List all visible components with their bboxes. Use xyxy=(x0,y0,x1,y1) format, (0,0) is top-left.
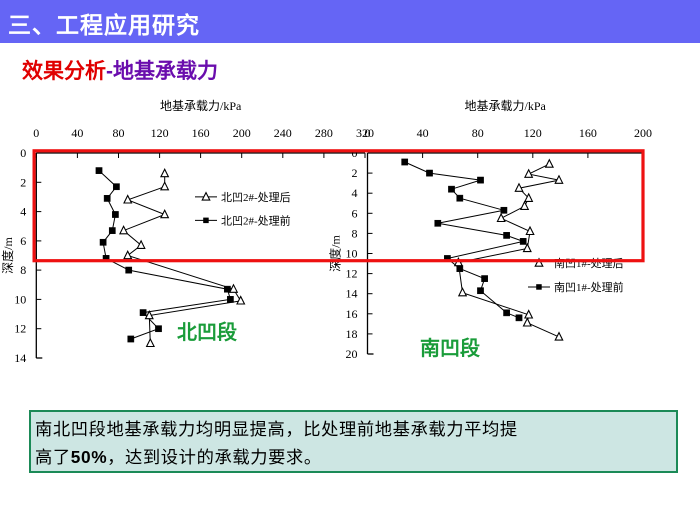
svg-text:40: 40 xyxy=(417,126,429,140)
svg-text:0: 0 xyxy=(352,146,358,160)
svg-text:0: 0 xyxy=(20,146,26,160)
svg-text:北凹段: 北凹段 xyxy=(177,320,237,344)
svg-text:0: 0 xyxy=(33,126,39,140)
svg-text:南凹1#-处理后: 南凹1#-处理后 xyxy=(554,257,624,270)
svg-text:20: 20 xyxy=(346,347,358,361)
svg-text:南凹1#-处理前: 南凹1#-处理前 xyxy=(554,280,624,294)
svg-text:10: 10 xyxy=(346,247,358,261)
svg-text:160: 160 xyxy=(579,126,597,140)
svg-text:6: 6 xyxy=(352,206,358,220)
svg-text:4: 4 xyxy=(20,205,26,219)
svg-text:地基承载力/kPa: 地基承载力/kPa xyxy=(160,99,242,113)
svg-text:12: 12 xyxy=(346,267,358,281)
svg-text:40: 40 xyxy=(71,126,83,140)
svg-text:南凹段: 南凹段 xyxy=(420,336,480,360)
svg-text:深度/m: 深度/m xyxy=(0,237,15,274)
svg-text:10: 10 xyxy=(14,292,26,306)
svg-text:120: 120 xyxy=(524,126,542,140)
svg-text:200: 200 xyxy=(634,126,652,140)
svg-text:6: 6 xyxy=(20,234,26,248)
svg-text:14: 14 xyxy=(14,351,26,365)
svg-text:深度/m: 深度/m xyxy=(328,235,343,272)
svg-text:120: 120 xyxy=(151,126,169,140)
svg-text:2: 2 xyxy=(352,166,358,180)
svg-text:0: 0 xyxy=(365,126,371,140)
svg-text:8: 8 xyxy=(352,226,358,240)
svg-text:200: 200 xyxy=(233,126,251,140)
svg-text:地基承载力/kPa: 地基承载力/kPa xyxy=(465,99,547,113)
svg-text:80: 80 xyxy=(472,126,484,140)
svg-text:18: 18 xyxy=(346,327,358,341)
svg-text:280: 280 xyxy=(315,126,333,140)
svg-text:北凹2#-处理后: 北凹2#-处理后 xyxy=(221,191,291,204)
svg-text:北凹2#-处理前: 北凹2#-处理前 xyxy=(221,213,291,227)
svg-text:80: 80 xyxy=(113,126,125,140)
svg-text:12: 12 xyxy=(14,322,26,336)
svg-text:16: 16 xyxy=(346,307,358,321)
svg-text:2: 2 xyxy=(20,175,26,189)
svg-text:160: 160 xyxy=(192,126,210,140)
svg-text:240: 240 xyxy=(274,126,292,140)
svg-text:8: 8 xyxy=(20,263,26,277)
svg-text:14: 14 xyxy=(346,287,358,301)
svg-text:4: 4 xyxy=(352,186,358,200)
